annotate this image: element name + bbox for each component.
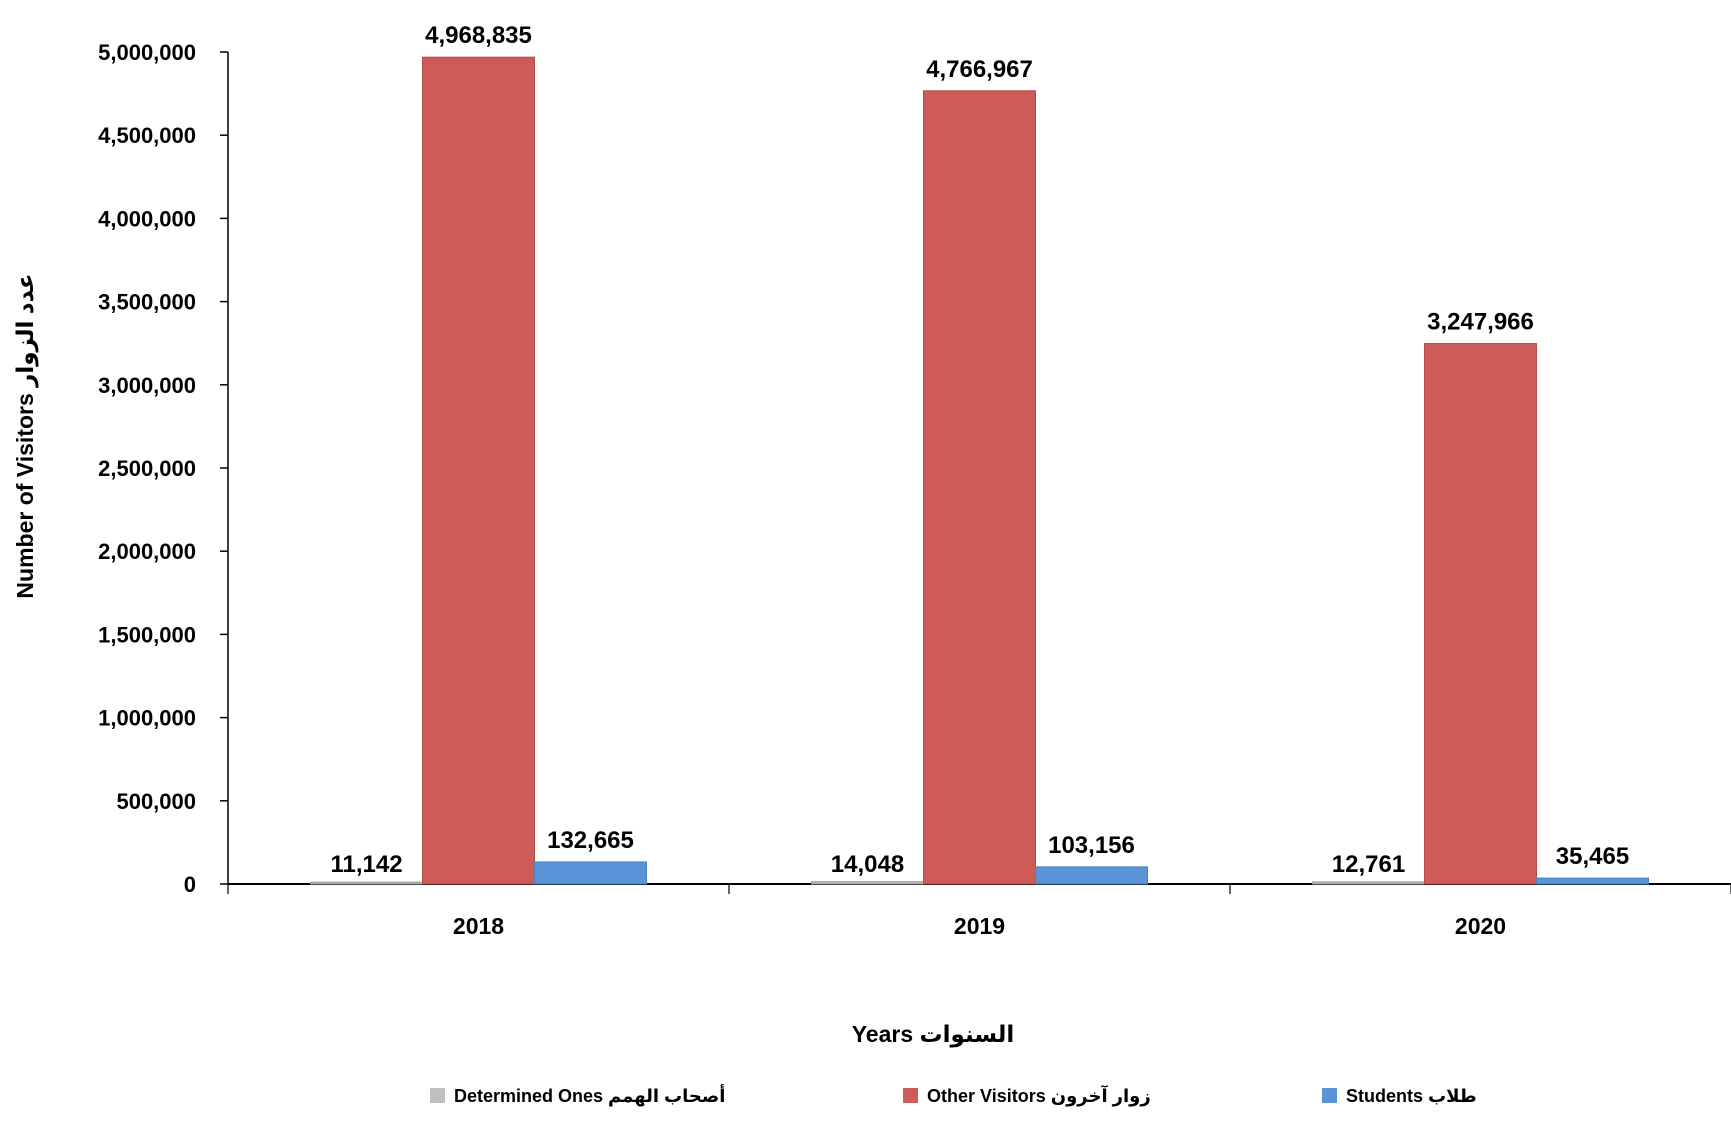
legend-swatch: [903, 1088, 918, 1103]
bar: [1424, 343, 1537, 885]
legend-label: Students طلاب: [1346, 1086, 1477, 1106]
y-tick-label: 4,500,000: [98, 123, 196, 148]
data-label: 4,766,967: [926, 56, 1033, 83]
data-label: 132,665: [547, 827, 634, 854]
y-tick-label: 2,000,000: [98, 539, 196, 564]
y-tick-label: 1,000,000: [98, 706, 196, 731]
legend-swatch: [430, 1088, 445, 1103]
legend-label: Other Visitors زوار آخرون: [927, 1084, 1151, 1107]
x-axis-title: Years السنوات: [852, 1021, 1015, 1048]
bar: [310, 881, 423, 885]
legend-swatch: [1322, 1088, 1337, 1103]
bar: [811, 881, 924, 885]
axes-layer: 0 500,000 1,000,000 1,500,000 2,000,000 2,500…: [98, 40, 1731, 939]
x-tick-label: 2020: [1455, 913, 1506, 939]
y-axis-title: Number of Visitors عدد الزوار: [12, 273, 39, 598]
y-tick-label: 3,000,000: [98, 373, 196, 398]
data-label: 3,247,966: [1427, 309, 1534, 336]
bar: [1312, 881, 1425, 885]
y-tick-label: 1,500,000: [98, 622, 196, 647]
y-tick-label: 3,500,000: [98, 290, 196, 315]
x-tick-label: 2018: [453, 913, 504, 939]
data-label: 12,761: [1332, 851, 1405, 878]
y-tick-label: 2,500,000: [98, 456, 196, 481]
legend-label: Determined Ones أصحاب الهمم: [454, 1084, 725, 1107]
bar: [534, 861, 647, 885]
legend: Determined Ones أصحاب الهمم Other Visitor…: [430, 1084, 1477, 1107]
y-tick-label: 4,000,000: [98, 206, 196, 231]
y-tick-label: 500,000: [116, 789, 196, 814]
y-tick-label: 0: [184, 872, 196, 897]
x-tick-label: 2019: [954, 913, 1005, 939]
bar: [1536, 877, 1649, 885]
bar: [422, 56, 535, 885]
bars-layer: [310, 56, 1649, 885]
data-label: 11,142: [330, 851, 402, 878]
bar: [1035, 866, 1148, 885]
data-label: 103,156: [1048, 832, 1135, 859]
data-label: 4,968,835: [425, 22, 532, 49]
data-labels-layer: 11,142 4,968,835 132,665 14,048 4,766,967 103…: [330, 22, 1629, 878]
data-label: 14,048: [831, 851, 904, 878]
bar: [923, 90, 1036, 885]
data-label: 35,465: [1556, 843, 1629, 870]
y-tick-label: 5,000,000: [98, 40, 196, 65]
